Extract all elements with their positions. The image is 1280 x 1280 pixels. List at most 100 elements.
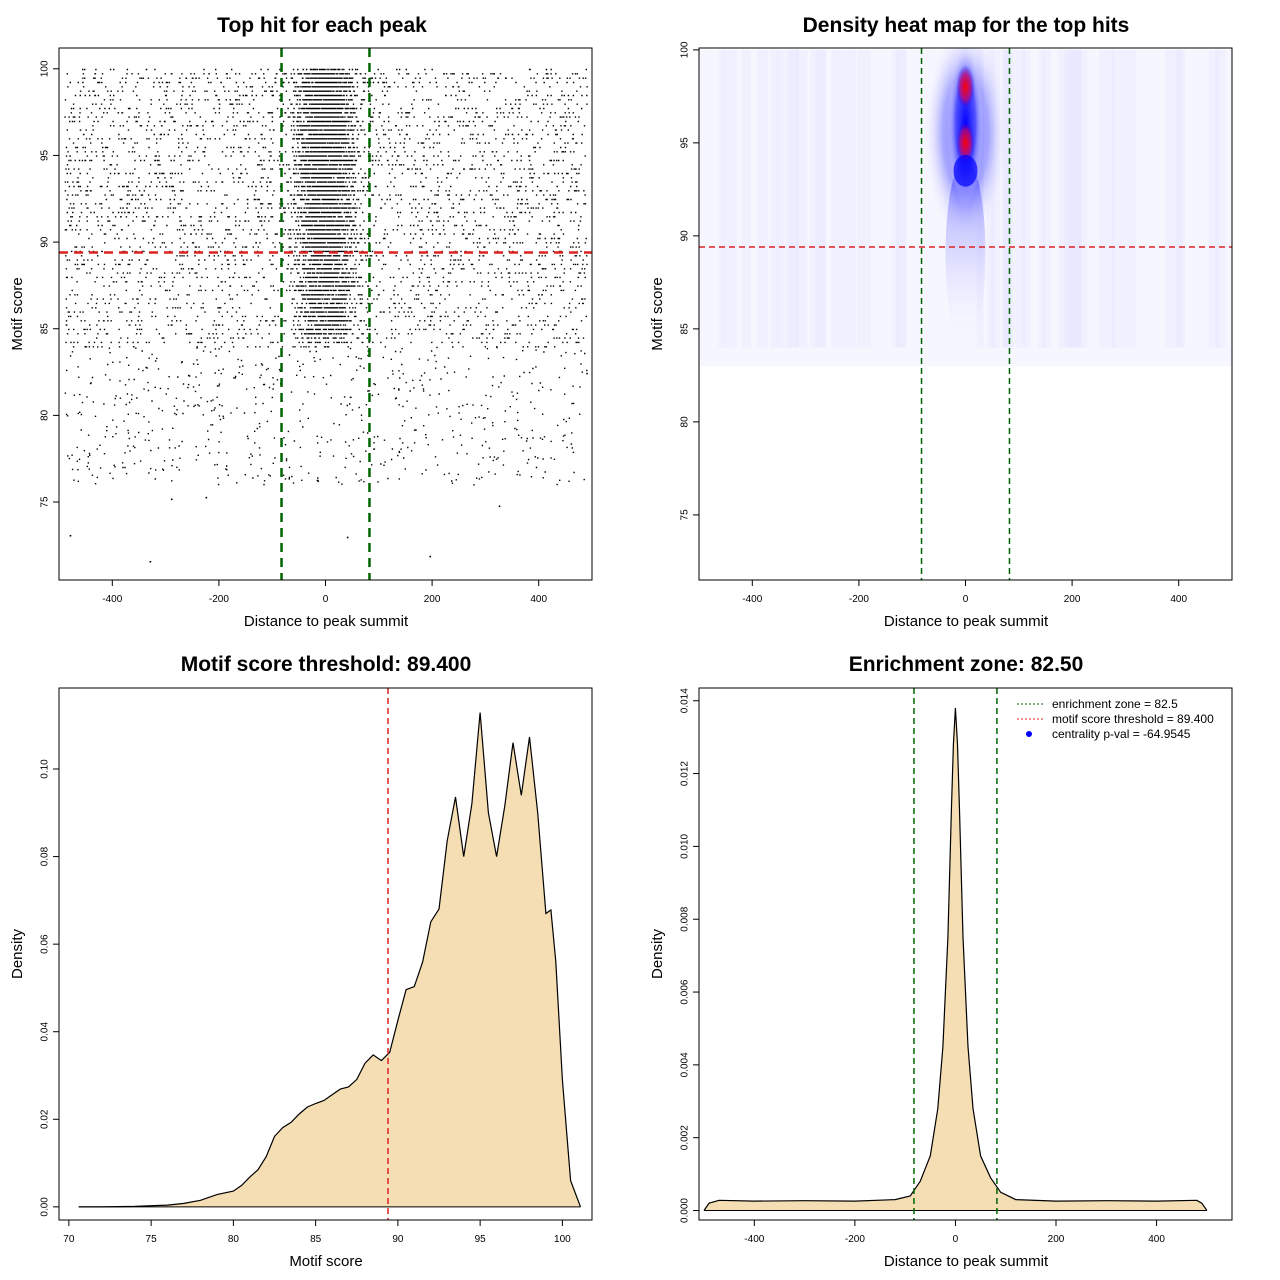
p3-xtick-label-0: 70: [63, 1234, 75, 1245]
p2-xtick-label-4: 400: [1170, 594, 1187, 605]
heat-streak-8: [1165, 49, 1176, 348]
heat-streak-31: [892, 49, 899, 348]
panel1-axes: -400 -200 0 200 400 75 80 85 90 95 100: [40, 60, 548, 605]
p2-ytick-label-3: 90: [680, 230, 691, 242]
panel3-xlabel: Motif score: [289, 1253, 362, 1270]
panel2-title: Density heat map for the top hits: [803, 14, 1130, 37]
p4-xtick-label-4: 400: [1148, 1234, 1165, 1245]
p1-ytick-label-1: 80: [40, 409, 51, 421]
p4-ytick-label-4: 0.008: [680, 906, 691, 931]
panel2-reference-lines: [699, 48, 1232, 580]
heat-streak-3: [723, 49, 737, 348]
heat-streak-15: [809, 49, 826, 348]
p4-ytick-label-7: 0.014: [680, 688, 691, 713]
heat-streak-29: [1002, 49, 1015, 348]
heat-hotspot-2: [953, 154, 978, 187]
panel3-ylabel: Density: [9, 928, 26, 979]
p4-xtick-label-3: 200: [1048, 1234, 1065, 1245]
panel3-plot: [78, 688, 582, 1220]
heat-streak-21: [1022, 49, 1031, 348]
heat-streak-25: [1057, 49, 1066, 348]
panel1-reference-lines: [59, 48, 592, 580]
heat-streak-5: [757, 49, 769, 348]
heat-streak-30: [831, 49, 842, 348]
heat-streak-18: [1002, 49, 1010, 348]
scatter-outlier-5: [498, 505, 501, 508]
panel1-ylabel: Motif score: [9, 277, 26, 350]
heat-streak-24: [1004, 49, 1012, 348]
p2-xtick-label-0: -400: [742, 594, 762, 605]
scatter-points: [64, 68, 588, 486]
panel-enrichment-density: Enrichment zone: 82.50 -400 -200 0 200 400 0.…: [649, 653, 1233, 1270]
panel4-frame: [698, 687, 1233, 1221]
p3-xtick-label-2: 80: [228, 1234, 240, 1245]
p2-xtick-label-2: 0: [963, 594, 969, 605]
heat-streak-1: [1176, 49, 1186, 348]
p4-ytick-label-3: 0.006: [680, 979, 691, 1004]
p4-ytick-label-6: 0.012: [680, 761, 691, 786]
p3-xtick-label-6: 100: [554, 1234, 571, 1245]
p3-density-area: [78, 712, 581, 1207]
panel1-frame: [58, 47, 593, 581]
panel3-axes: 70 75 80 85 90 95 100 0.00 0.02 0.04 0.06 0.08 0.10: [40, 759, 572, 1245]
panel3-title: Motif score threshold: 89.400: [181, 653, 472, 676]
scatter-outlier-4: [170, 498, 173, 501]
heat-streak-2: [770, 49, 779, 348]
p4-density-area: [704, 708, 1207, 1211]
p4-ytick-label-0: 0.000: [680, 1198, 691, 1223]
panel-density-heatmap: Density heat map for the top hits -400 -2…: [649, 14, 1233, 630]
p4-xtick-label-0: -400: [744, 1234, 764, 1245]
panel1-xlabel: Distance to peak summit: [244, 613, 409, 630]
panel4-axes: -400 -200 0 200 400 0.000 0.002 0.004 0.006 0.008…: [680, 688, 1166, 1245]
legend-enrichment-label: enrichment zone = 82.5: [1052, 697, 1178, 711]
heat-streak-26: [788, 49, 799, 348]
heat-streak-16: [795, 49, 808, 348]
p1-xtick-label-3: 200: [424, 594, 441, 605]
heat-streak-12: [857, 49, 871, 348]
heat-streak-9: [897, 49, 906, 348]
scatter-outlier-6: [346, 536, 349, 539]
heat-streak-23: [1099, 49, 1115, 348]
p1-ytick-label-4: 95: [40, 149, 51, 161]
scatter-outlier-1: [149, 560, 152, 563]
p3-xtick-label-5: 95: [475, 1234, 487, 1245]
p4-density-line: [703, 707, 1208, 1211]
p3-ytick-label-5: 0.10: [40, 759, 51, 779]
p3-ytick-label-4: 0.08: [40, 846, 51, 866]
p2-ytick-label-1: 80: [680, 416, 691, 428]
panel4-legend: enrichment zone = 82.5 motif score thres…: [1017, 697, 1214, 741]
heat-streak-39: [1042, 49, 1052, 348]
p3-ytick-label-3: 0.06: [40, 934, 51, 954]
heat-streak-10: [1112, 49, 1125, 348]
panel3-frame: [58, 687, 593, 1221]
panel4-xlabel: Distance to peak summit: [884, 1253, 1049, 1270]
p3-ytick-label-2: 0.04: [40, 1022, 51, 1042]
p4-ytick-label-5: 0.010: [680, 833, 691, 858]
p4-ytick-label-1: 0.002: [680, 1125, 691, 1150]
panel4-plot: [703, 688, 1208, 1220]
legend-centrality-swatch: [1026, 731, 1032, 737]
panel2-ylabel: Motif score: [649, 277, 666, 350]
panel1-points: [64, 68, 588, 563]
heat-streak-32: [777, 49, 784, 348]
panel2-heat: [699, 48, 1232, 367]
p3-ytick-label-1: 0.02: [40, 1109, 51, 1129]
panel-top-hit-scatter: Top hit for each peak -400 -200 0 200 400 75 8…: [9, 14, 593, 630]
p2-ytick-label-4: 95: [680, 137, 691, 149]
heat-streak-19: [1038, 49, 1046, 348]
heat-streak-33: [741, 49, 751, 348]
heat-streak-28: [1174, 49, 1183, 348]
heat-streak-4: [718, 49, 725, 348]
legend-centrality-label: centrality p-val = -64.9545: [1052, 727, 1191, 741]
heat-streak-20: [895, 49, 907, 348]
p2-ytick-label-0: 75: [680, 509, 691, 521]
p3-ytick-label-0: 0.00: [40, 1197, 51, 1217]
p4-xtick-label-1: -200: [845, 1234, 865, 1245]
heat-streak-38: [1067, 49, 1082, 348]
p3-xtick-label-4: 90: [392, 1234, 404, 1245]
scatter-outlier-0: [69, 534, 72, 537]
panel2-xlabel: Distance to peak summit: [884, 613, 1049, 630]
heat-hotspot-1: [956, 120, 975, 165]
p3-density-line: [78, 712, 582, 1208]
